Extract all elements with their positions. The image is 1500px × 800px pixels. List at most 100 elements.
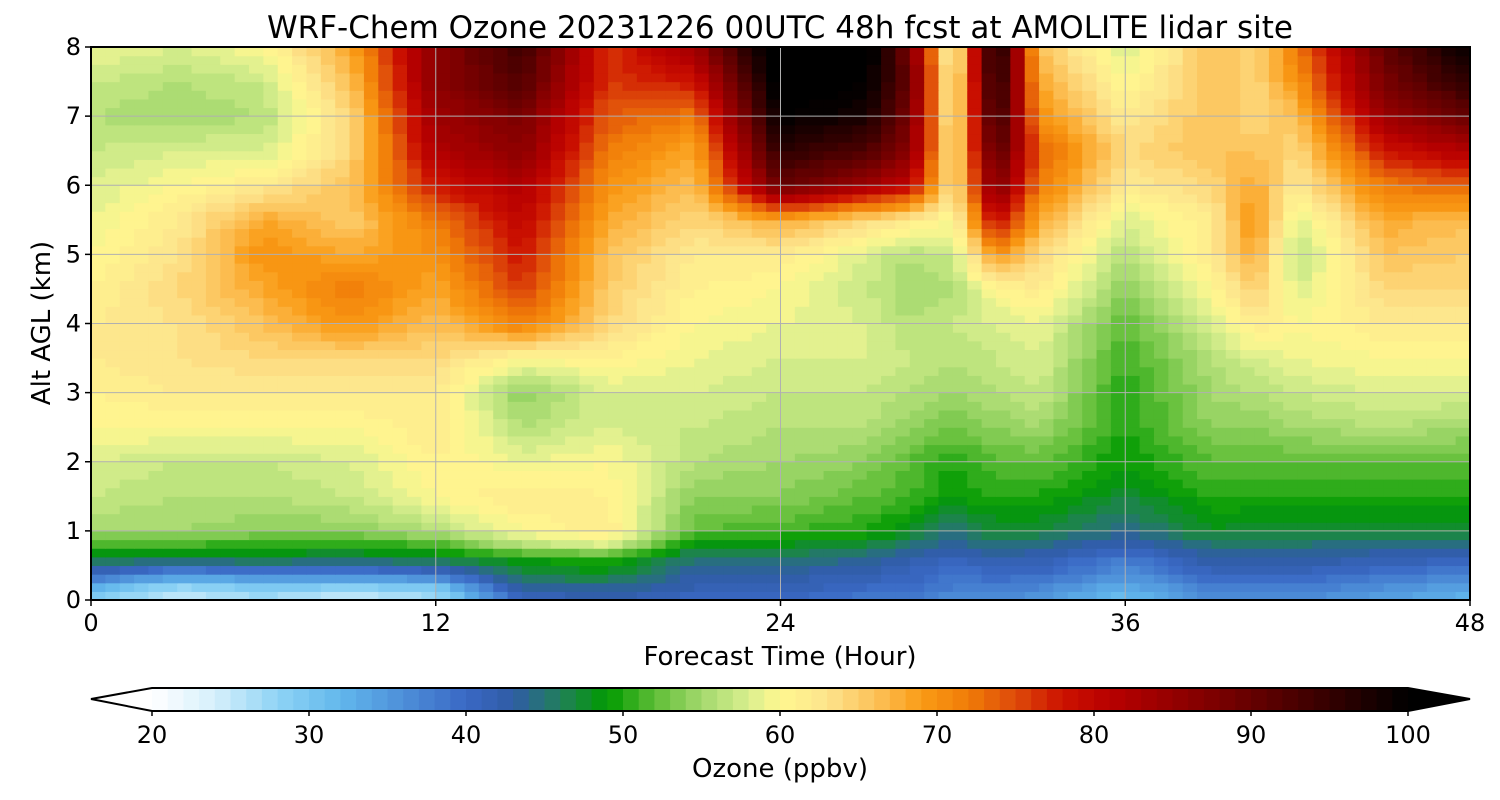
heatmap-cell (708, 574, 724, 584)
heatmap-cell (995, 193, 1011, 204)
heatmap-cell (794, 504, 810, 515)
heatmap-cell (220, 202, 236, 212)
heatmap-cell (105, 548, 121, 558)
heatmap-cell (1096, 271, 1112, 281)
heatmap-cell (794, 409, 810, 420)
heatmap-cell (320, 444, 336, 454)
heatmap-cell (421, 461, 437, 471)
heatmap-cell (694, 237, 710, 247)
heatmap-cell (277, 383, 293, 394)
heatmap-cell (593, 556, 609, 567)
heatmap-cell (809, 461, 825, 471)
heatmap-cell (679, 418, 695, 428)
heatmap-cell (1369, 167, 1385, 178)
heatmap-cell (550, 565, 566, 575)
heatmap-cell (521, 280, 537, 290)
heatmap-cell (1197, 427, 1213, 437)
heatmap-cell (335, 461, 351, 471)
heatmap-cell (521, 453, 537, 463)
heatmap-cell (1010, 427, 1026, 437)
heatmap-cell (277, 418, 293, 428)
heatmap-cell (177, 314, 193, 325)
heatmap-cell (1326, 427, 1342, 437)
heatmap-cell (593, 237, 609, 247)
heatmap-cell (263, 297, 279, 307)
heatmap-cell (1268, 487, 1284, 497)
heatmap-cell (852, 548, 868, 558)
heatmap-cell (493, 556, 509, 567)
heatmap-cell (881, 358, 897, 368)
heatmap-cell (1283, 418, 1299, 428)
heatmap-cell (205, 582, 221, 592)
heatmap-cell (450, 539, 466, 549)
heatmap-cell (306, 461, 322, 471)
heatmap-cell (794, 202, 810, 212)
heatmap-cell (1211, 263, 1227, 273)
heatmap-cell (1426, 254, 1442, 264)
heatmap-cell (1211, 193, 1227, 204)
heatmap-cell (636, 228, 652, 238)
heatmap-cell (349, 582, 365, 592)
heatmap-cell (981, 556, 997, 567)
heatmap-cell (1211, 591, 1227, 601)
heatmap-cell (1426, 453, 1442, 463)
heatmap-cell (162, 556, 178, 567)
heatmap-cell (435, 358, 451, 368)
heatmap-cell (148, 366, 164, 376)
heatmap-cell (809, 332, 825, 342)
heatmap-cell (1297, 237, 1313, 247)
heatmap-cell (119, 504, 135, 515)
heatmap-cell (435, 150, 451, 160)
heatmap-cell (1254, 193, 1270, 204)
heatmap-cell (464, 392, 480, 402)
heatmap-cell (1096, 358, 1112, 368)
heatmap-cell (766, 219, 782, 230)
heatmap-cell (249, 556, 264, 567)
heatmap-cell (335, 288, 351, 299)
heatmap-cell (1283, 349, 1299, 359)
heatmap-cell (335, 427, 351, 437)
heatmap-cell (478, 288, 494, 299)
heatmap-cell (507, 314, 523, 325)
heatmap-cell (536, 565, 552, 575)
heatmap-cell (1297, 470, 1313, 480)
heatmap-cell (708, 306, 724, 316)
heatmap-cell (565, 358, 580, 368)
heatmap-cell (234, 461, 250, 471)
heatmap-cell (292, 513, 308, 523)
heatmap-cell (507, 263, 523, 273)
heatmap-cell (1168, 228, 1184, 238)
heatmap-cell (1125, 375, 1141, 385)
heatmap-cell (823, 245, 839, 255)
heatmap-cell (335, 418, 351, 428)
heatmap-cell (91, 349, 106, 359)
heatmap-cell (1268, 176, 1284, 186)
heatmap-cell (751, 565, 767, 575)
heatmap-cell (421, 556, 437, 567)
heatmap-cell (493, 461, 509, 471)
heatmap-cell (1211, 219, 1227, 230)
heatmap-cell (1139, 453, 1155, 463)
heatmap-cell (723, 496, 738, 506)
heatmap-cell (1268, 314, 1284, 325)
heatmap-cell (191, 254, 207, 264)
heatmap-cell (234, 167, 250, 178)
heatmap-cell (421, 150, 437, 160)
heatmap-cell (881, 375, 897, 385)
heatmap-cell (837, 375, 853, 385)
heatmap-cell (277, 392, 293, 402)
heatmap-cell (1182, 185, 1198, 195)
heatmap-cell (708, 314, 724, 325)
heatmap-cell (306, 288, 322, 299)
heatmap-cell (1311, 556, 1327, 567)
heatmap-cell (1254, 288, 1270, 299)
heatmap-cell (1340, 237, 1356, 247)
heatmap-cell (995, 418, 1011, 428)
heatmap-cell (550, 504, 566, 515)
heatmap-cell (1355, 409, 1371, 420)
heatmap-cell (134, 487, 150, 497)
heatmap-cell (924, 306, 940, 316)
heatmap-cell (1211, 185, 1227, 195)
heatmap-cell (234, 453, 250, 463)
heatmap-cell (378, 513, 394, 523)
